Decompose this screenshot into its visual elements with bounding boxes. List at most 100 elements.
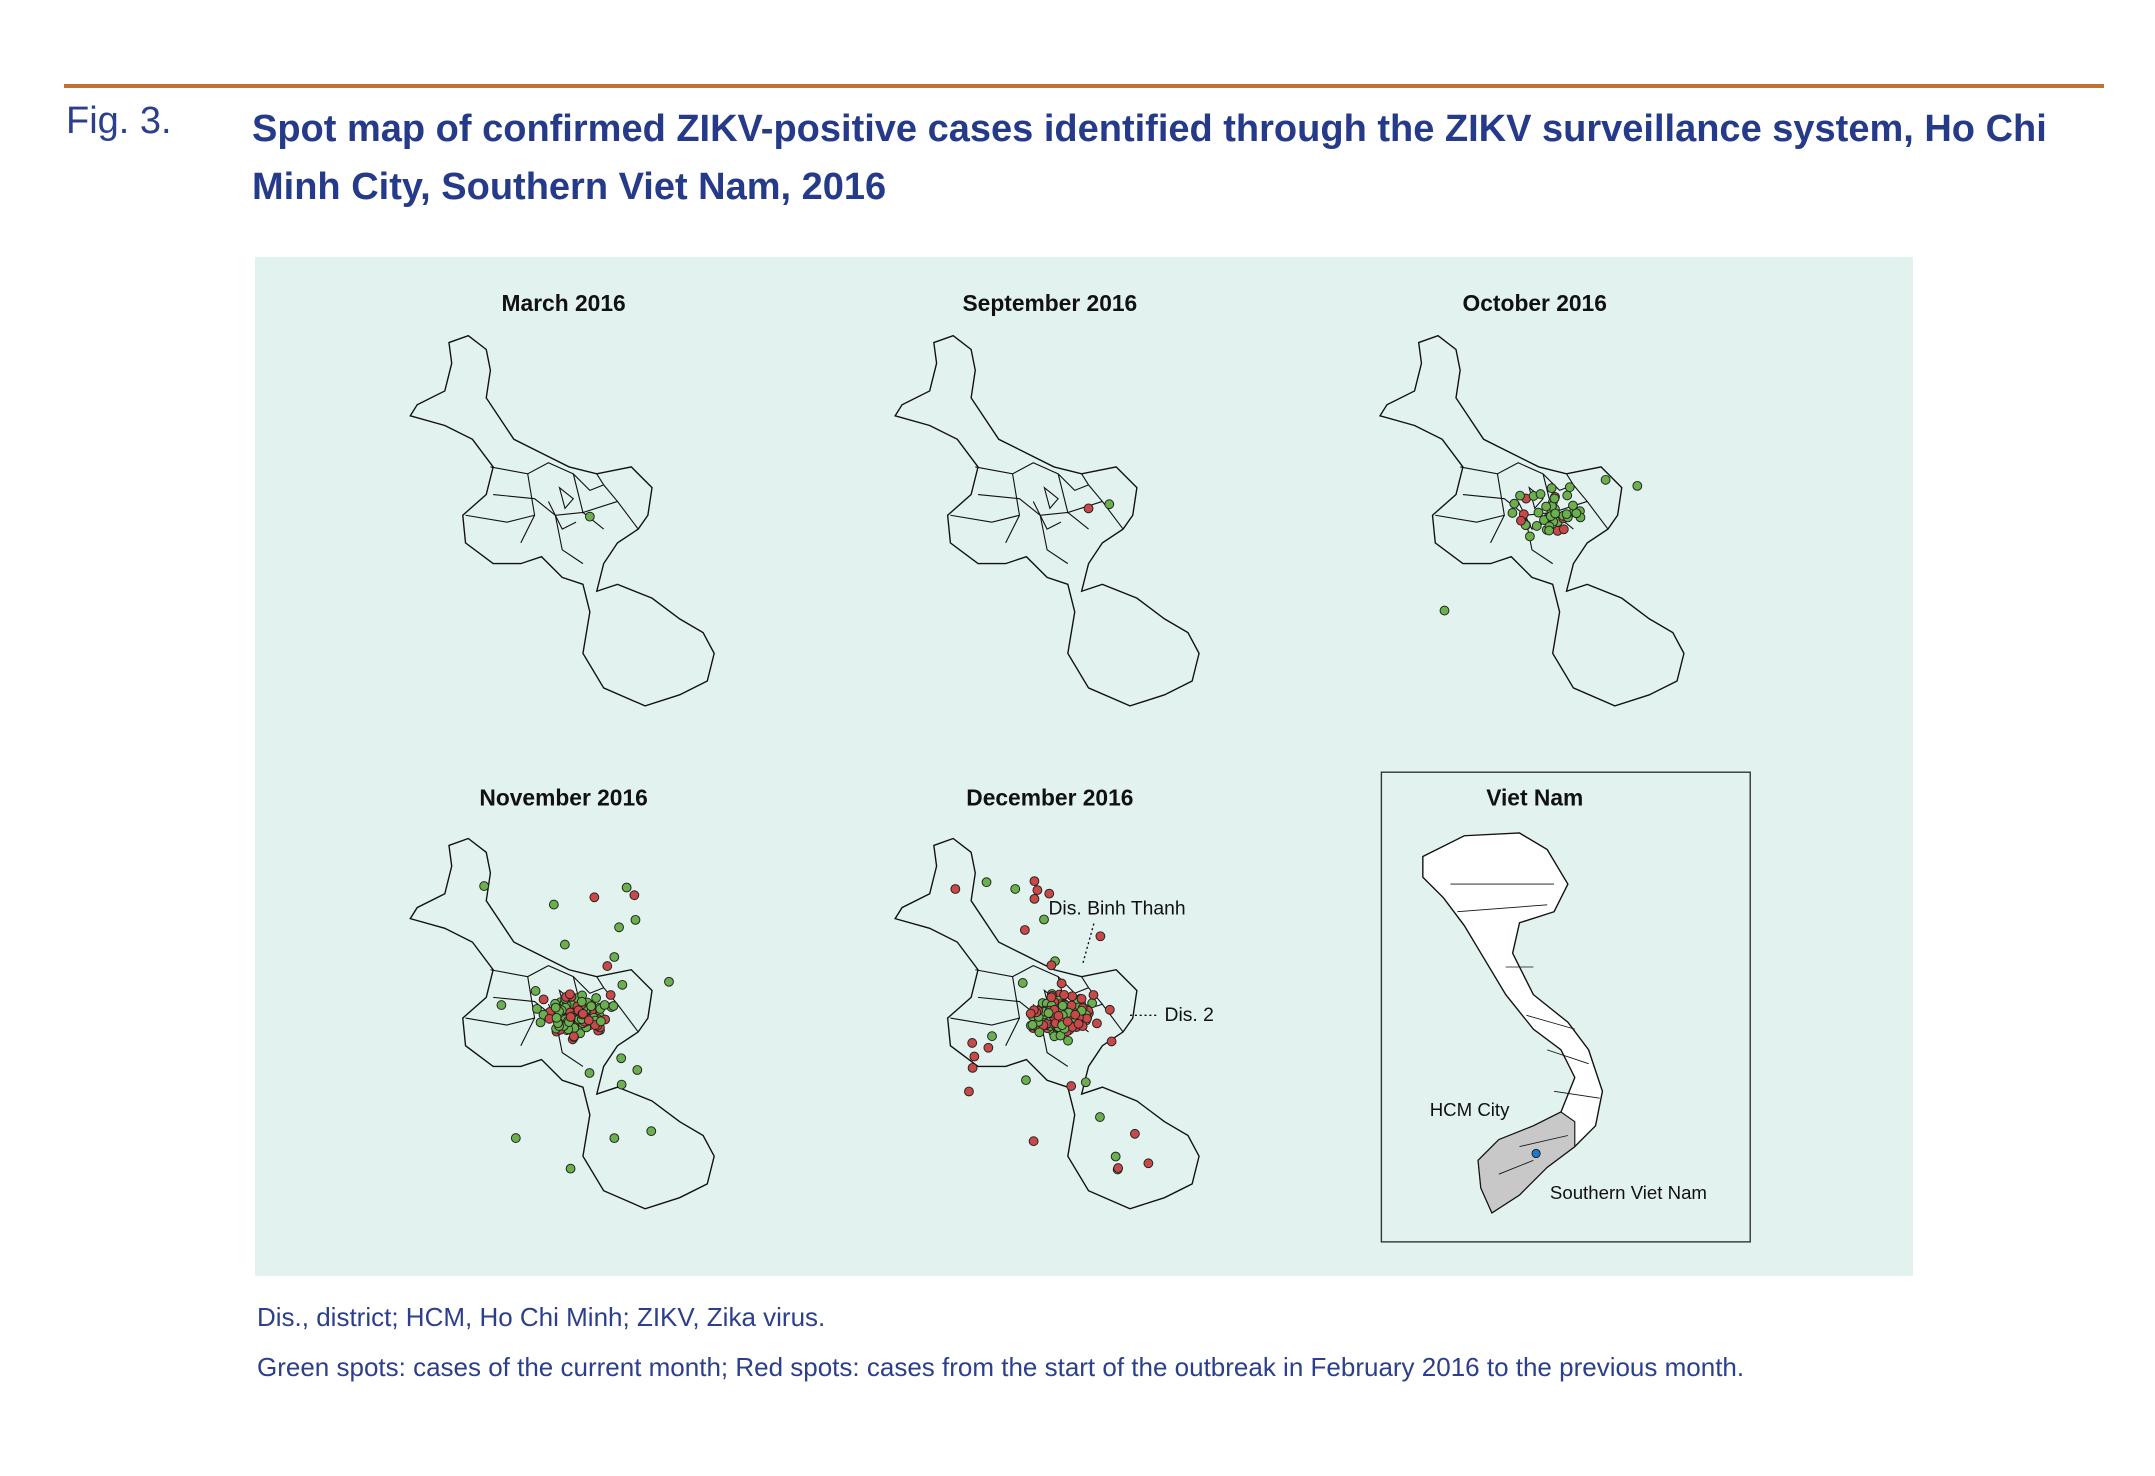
case-spot (1507, 508, 1518, 518)
district-line (1081, 976, 1103, 1005)
district-line (975, 462, 1089, 492)
case-spot (983, 1042, 994, 1053)
case-spot (599, 1000, 610, 1010)
panel-title: March 2016 (502, 290, 626, 316)
case-spot (550, 1002, 561, 1013)
inset-label: Southern Viet Nam (1550, 1182, 1707, 1203)
case-spot (1046, 992, 1057, 1003)
case-spot (1525, 531, 1535, 542)
case-spot (608, 1001, 619, 1011)
case-spot (1082, 1013, 1092, 1024)
case-spot (1544, 525, 1555, 536)
province-line (1519, 1135, 1568, 1147)
case-spot (602, 961, 613, 971)
case-spot (1110, 1151, 1121, 1162)
case-spot (1106, 1036, 1117, 1047)
case-spot (1056, 978, 1067, 989)
panel-title: October 2016 (1463, 290, 1607, 316)
district-line (1039, 515, 1069, 565)
case-spot (565, 1163, 576, 1174)
case-spot (589, 892, 600, 903)
case-spot (1092, 1018, 1102, 1029)
case-spot (530, 986, 541, 996)
panel-background (255, 257, 1913, 1276)
case-spot (1080, 1077, 1091, 1088)
case-spot (569, 1031, 579, 1042)
case-spot (1562, 490, 1573, 501)
case-spot (609, 952, 620, 962)
case-spot (1028, 1136, 1039, 1147)
inset-title: Viet Nam (1486, 784, 1583, 810)
province-line (1498, 1159, 1534, 1175)
case-spot (967, 1062, 978, 1073)
case-spot (964, 1086, 974, 1097)
note: Dis., district; HCM, Ho Chi Minh; ZIKV, … (257, 1302, 826, 1332)
city-map (894, 837, 1200, 1210)
maps: March 2016 September 2016 October 2016 Nove… (409, 290, 1751, 1243)
annotation: Dis. 2 (1165, 1005, 1214, 1026)
case-spot (605, 990, 616, 1000)
case-spot (1558, 524, 1569, 535)
case-spot (664, 976, 674, 987)
hcm-city (1531, 1148, 1541, 1159)
case-spot (1029, 893, 1040, 904)
case-spot (646, 1126, 657, 1137)
district-line (950, 1017, 1020, 1026)
case-spot (1067, 991, 1078, 1002)
case-spot (591, 993, 602, 1003)
case-spot (1632, 480, 1643, 491)
inset-frame (1380, 771, 1751, 1243)
case-spot (1053, 1010, 1064, 1021)
case-spot (1010, 884, 1021, 894)
case-spot (584, 1068, 595, 1078)
case-spot (1113, 1163, 1124, 1173)
case-spot (1059, 989, 1070, 1000)
district-line (558, 486, 575, 510)
case-spot (1073, 1018, 1084, 1029)
case-spot (1034, 1027, 1045, 1038)
case-spot (969, 1051, 980, 1062)
case-spot (1039, 914, 1049, 925)
case-spot (609, 1133, 620, 1144)
case-spot (630, 914, 641, 925)
district-line (490, 462, 604, 492)
district-line (465, 1017, 535, 1026)
case-spot (551, 1012, 562, 1023)
city-map (1378, 334, 1685, 707)
case-spot (1043, 1008, 1054, 1018)
district-line (547, 501, 577, 530)
case-spot (1439, 605, 1450, 616)
case-spot (584, 511, 595, 522)
case-spot (1516, 515, 1526, 526)
case-spot (1029, 876, 1040, 887)
case-spot (1104, 1004, 1115, 1015)
panel-title: September 2016 (962, 290, 1137, 316)
case-spot (586, 1001, 597, 1012)
case-spot (632, 1065, 643, 1075)
case-spot (1025, 1008, 1036, 1019)
panel-title: December 2016 (966, 784, 1133, 810)
case-spot (1104, 499, 1115, 510)
case-spot (1088, 990, 1099, 1000)
case-spot (987, 1031, 997, 1042)
case-spot (1564, 482, 1575, 493)
case-spot (967, 1038, 978, 1048)
province-line (1457, 904, 1548, 913)
case-spot (578, 1008, 588, 1019)
case-spot (950, 884, 961, 894)
case-spot (1561, 509, 1572, 520)
case-spot (596, 1016, 606, 1027)
district-line (1081, 473, 1103, 502)
district-line (950, 514, 1020, 523)
case-spot (1531, 521, 1542, 531)
case-spot (583, 1015, 594, 1026)
inset-label: HCM City (1430, 1099, 1510, 1120)
case-spot (538, 994, 549, 1005)
southern-region (1477, 1111, 1576, 1214)
case-spot (548, 899, 559, 910)
case-spot (1095, 931, 1106, 942)
case-spot (1535, 489, 1546, 499)
case-spot (1021, 1075, 1031, 1086)
case-spot (617, 979, 628, 990)
